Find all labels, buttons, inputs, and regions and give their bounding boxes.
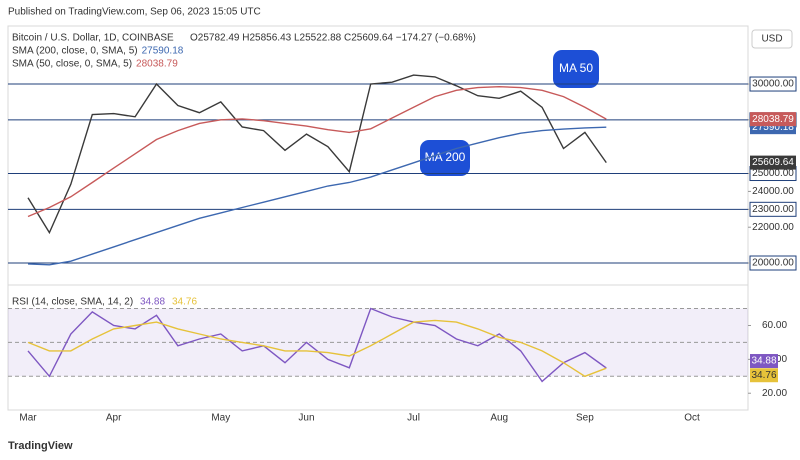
published: Published on TradingView.com, Sep 06, 20…	[8, 7, 261, 18]
legend-value: 34.76	[172, 297, 197, 308]
brand: TradingView	[8, 440, 73, 452]
y-tick-label: 20000.00	[752, 258, 794, 269]
legend-name: SMA (200, close, 0, SMA, 5)	[12, 46, 138, 57]
annotation-box	[553, 50, 599, 88]
y-tick-label: 30000.00	[752, 79, 794, 90]
currency: USD	[761, 34, 782, 45]
y-tick-label: 60.00	[762, 320, 787, 331]
annotation: MA 50	[559, 61, 593, 75]
y-tick-label: 23000.00	[752, 204, 794, 215]
rsi-name: RSI (14, close, SMA, 14, 2)	[12, 297, 133, 308]
y-tick-label: 25000.00	[752, 168, 794, 179]
ohlc: O25782.49 H25856.43 L25522.88 C25609.64 …	[190, 33, 476, 44]
series-line	[27, 319, 607, 378]
x-tick-label: Oct	[684, 413, 700, 424]
last-value-label: 34.76	[751, 370, 776, 381]
x-tick-label: Aug	[490, 413, 508, 424]
last-value-box	[750, 354, 778, 369]
x-tick-label: Mar	[19, 413, 37, 424]
x-tick-label: Sep	[576, 413, 594, 424]
series-line	[27, 126, 607, 266]
y-tick-label: 24000.00	[752, 186, 794, 197]
currency-box[interactable]	[751, 29, 793, 49]
last-value-box	[750, 112, 796, 127]
x-tick-label: Jul	[407, 413, 420, 424]
symbol: Bitcoin / U.S. Dollar, 1D, COINBASE	[12, 33, 174, 44]
x-tick-label: May	[211, 413, 230, 424]
series-line	[27, 74, 607, 235]
last-value-label: 25609.64	[752, 157, 794, 168]
x-tick-label: Apr	[106, 413, 122, 424]
legend-name: SMA (50, close, 0, SMA, 5)	[12, 59, 132, 70]
last-value-box	[750, 368, 778, 383]
x-tick-label: Jun	[298, 413, 314, 424]
last-value-label: 27590.18	[752, 122, 794, 133]
last-value-label: 34.88	[751, 356, 776, 367]
annotation: MA 200	[425, 150, 466, 164]
series-line	[27, 85, 607, 218]
legend-value: 28038.79	[136, 59, 178, 70]
y-tick-label: 20.00	[762, 388, 787, 399]
annotation-box	[420, 140, 470, 176]
y-tick-label: 22000.00	[752, 222, 794, 233]
legend-value: 27590.18	[142, 46, 184, 57]
legend-value: 34.88	[140, 297, 165, 308]
last-value-box	[750, 155, 796, 170]
last-value-label: 28038.79	[752, 114, 794, 125]
